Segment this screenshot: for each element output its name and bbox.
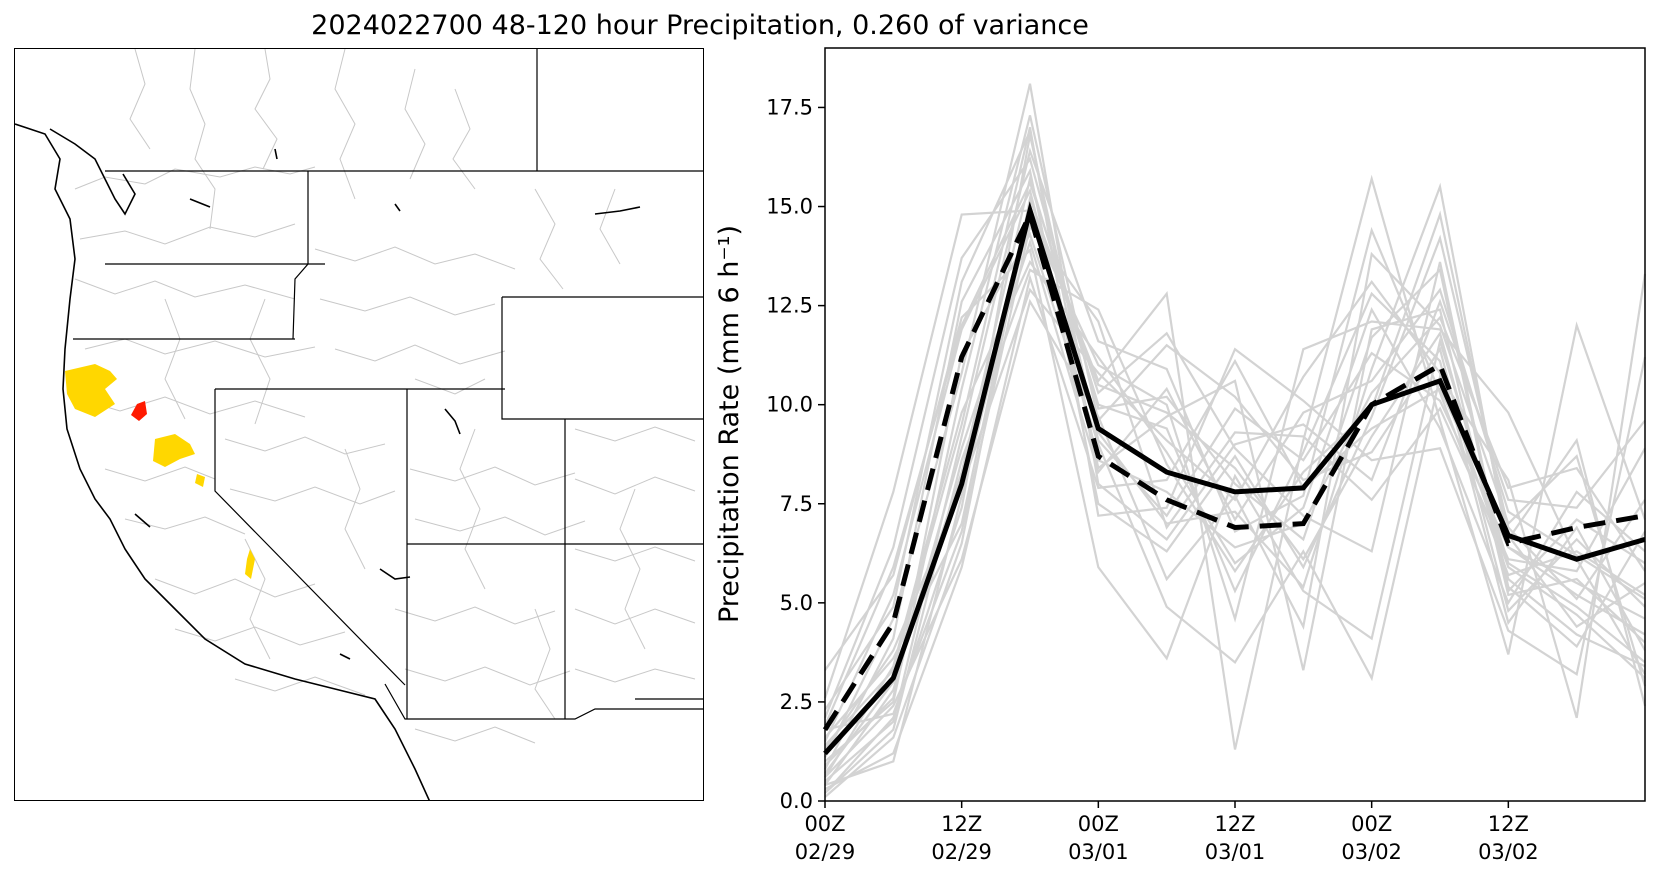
ensemble-member-line: [824, 127, 1646, 711]
ensemble-member-line: [824, 167, 1646, 770]
series-layer: [822, 201, 1646, 756]
ensemble-member-line: [824, 194, 1646, 798]
y-tick-label: 0.0: [780, 789, 813, 813]
x-tick-label-date: 02/29: [931, 840, 992, 864]
dashed-mean-line: [822, 207, 1646, 732]
x-tick-label-date: 02/29: [795, 840, 856, 864]
x-tick-label-date: 03/01: [1068, 840, 1129, 864]
ensemble-member-line: [824, 223, 1646, 731]
ensemble-member-line: [823, 156, 1646, 719]
ensemble-member-line: [824, 174, 1646, 774]
basin-highlight-primary: [153, 434, 195, 467]
y-tick-label: 10.0: [766, 393, 813, 417]
y-tick-label: 15.0: [766, 195, 813, 219]
basin-highlight-primary: [195, 474, 205, 487]
y-tick-label: 12.5: [766, 294, 813, 318]
ensemble-member-line: [824, 127, 1647, 747]
x-tick-label-hour: 00Z: [1351, 812, 1392, 836]
figure-title: 2024022700 48-120 hour Precipitation, 0.…: [311, 10, 1089, 41]
x-tick-label-date: 03/02: [1341, 840, 1402, 864]
highlighted-basins: [65, 364, 255, 579]
y-tick-label: 2.5: [780, 690, 813, 714]
ensemble-member-line: [824, 147, 1646, 783]
map-panel: [14, 48, 704, 801]
y-axis: 0.0 2.5 5.0 7.5 10.0 12.5 15.0 17.5: [766, 95, 825, 813]
basin-boundaries: [74, 49, 696, 744]
ensemble-member-line: [823, 182, 1646, 699]
ensemble-member-line: [824, 115, 1646, 763]
ensemble-member-line: [824, 247, 1646, 671]
ensemble-member-line: [824, 251, 1647, 778]
ensemble-layer: [823, 83, 1647, 798]
solid-mean-line: [823, 201, 1646, 756]
ensemble-member-line: [824, 259, 1646, 778]
x-tick-label-hour: 00Z: [804, 812, 845, 836]
ensemble-member-line: [824, 83, 1646, 758]
ensemble-member-line: [824, 215, 1646, 787]
coastline: [15, 123, 430, 800]
x-tick-label-date: 03/01: [1205, 840, 1266, 864]
x-axis: 00Z 02/29 12Z 02/29 00Z 03/01 12Z 03/01 00Z 03/02…: [795, 801, 1539, 864]
basin-highlight-primary: [65, 364, 117, 417]
y-axis-label: Precipitation Rate (mm 6 h⁻¹): [714, 225, 745, 623]
x-tick-label-hour: 12Z: [941, 812, 982, 836]
state-boundaries: [73, 49, 703, 720]
y-tick-label: 7.5: [780, 492, 813, 516]
basin-highlight-secondary: [131, 401, 147, 421]
x-tick-label-hour: 00Z: [1078, 812, 1119, 836]
y-tick-label: 5.0: [780, 591, 813, 615]
ensemble-member-line: [824, 273, 1646, 791]
ensemble-member-line: [823, 179, 1646, 727]
x-tick-label-date: 03/02: [1478, 840, 1539, 864]
western-us-map: [15, 49, 703, 800]
lakes: [49, 128, 641, 660]
x-tick-label-hour: 12Z: [1214, 812, 1255, 836]
basin-highlight-primary: [245, 549, 255, 579]
ensemble-member-line: [824, 174, 1647, 750]
x-tick-label-hour: 12Z: [1488, 812, 1529, 836]
y-tick-label: 17.5: [766, 95, 813, 119]
ensemble-member-line: [824, 238, 1646, 786]
ensemble-member-line: [824, 210, 1647, 794]
